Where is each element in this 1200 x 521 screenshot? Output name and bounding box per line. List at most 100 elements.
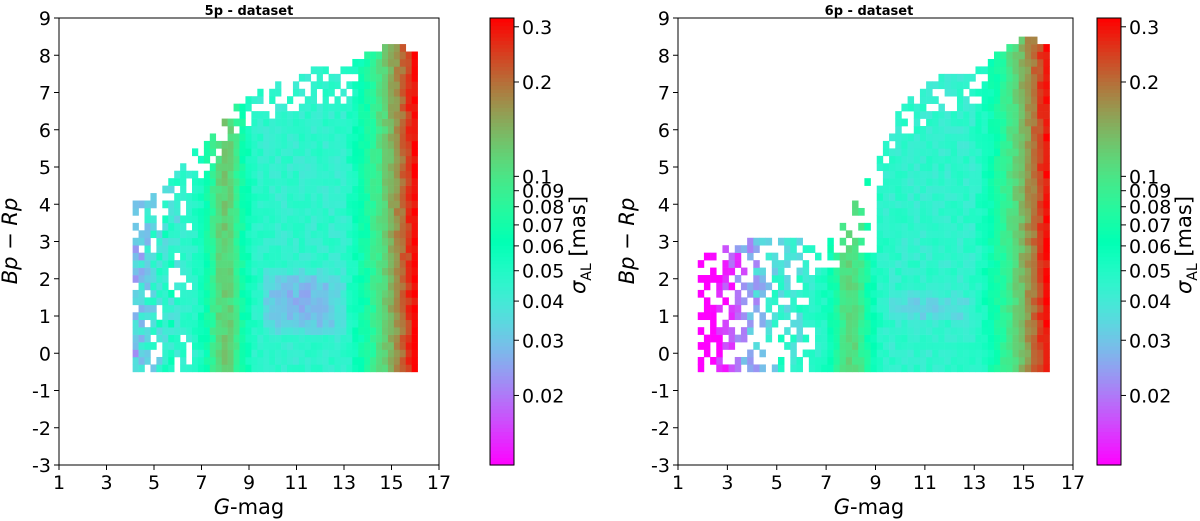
heatmap-cell <box>376 245 383 253</box>
colorbar-segment <box>1097 77 1121 82</box>
heatmap-cell <box>1018 36 1026 45</box>
heatmap-cell <box>215 155 222 164</box>
heatmap-cell <box>907 297 915 306</box>
heatmap-cell <box>150 200 157 209</box>
colorbar-segment <box>1097 126 1121 131</box>
heatmap-cell <box>269 200 276 209</box>
heatmap-cell <box>753 260 760 268</box>
heatmap-cell <box>405 327 412 335</box>
heatmap-cell <box>901 237 908 246</box>
heatmap-cell <box>907 260 915 268</box>
heatmap-cell <box>382 297 389 306</box>
heatmap-cell <box>370 334 377 343</box>
heatmap-cell <box>364 275 371 283</box>
heatmap-cell <box>298 193 306 201</box>
heatmap-cell <box>245 304 252 313</box>
colorbar-segment <box>490 211 514 217</box>
heatmap-cell <box>1012 215 1019 224</box>
heatmap-cell <box>186 319 193 328</box>
heatmap-cell <box>1012 178 1019 186</box>
heatmap-cell <box>697 356 705 365</box>
heatmap-cell <box>144 260 151 268</box>
heatmap-cell <box>263 252 270 261</box>
heatmap-cell <box>833 334 840 343</box>
heatmap-cell <box>352 185 359 194</box>
heatmap-cell <box>987 73 995 82</box>
heatmap-cell <box>1024 312 1032 321</box>
heatmap-cell <box>132 222 139 231</box>
heatmap-cell <box>1006 170 1013 179</box>
heatmap-cell <box>192 207 199 216</box>
heatmap-cell <box>944 342 952 350</box>
heatmap-cell <box>1043 73 1050 82</box>
heatmap-cell <box>1024 364 1032 373</box>
heatmap-cell <box>784 304 791 313</box>
heatmap-cell <box>827 319 834 328</box>
heatmap-cell <box>919 140 927 149</box>
heatmap-cell <box>233 275 240 283</box>
heatmap-cell <box>405 178 412 186</box>
heatmap-cell <box>833 252 840 261</box>
heatmap-cell <box>411 118 418 127</box>
heatmap-cell <box>1006 289 1013 298</box>
heatmap-cell <box>334 193 341 201</box>
heatmap-cell <box>138 364 145 373</box>
heatmap-cell <box>1043 237 1050 246</box>
heatmap-cell <box>298 342 306 350</box>
heatmap-cell <box>399 215 407 224</box>
heatmap-cell <box>387 319 395 328</box>
heatmap-cell <box>156 327 163 335</box>
heatmap-cell <box>777 312 785 321</box>
heatmap-cell <box>150 342 157 350</box>
heatmap-cell <box>876 252 884 261</box>
heatmap-cell <box>1018 44 1026 52</box>
heatmap-cell <box>393 282 401 291</box>
heatmap-cell <box>950 364 958 373</box>
heatmap-cell <box>405 170 412 179</box>
heatmap-cells <box>132 44 418 373</box>
heatmap-cell <box>239 237 246 246</box>
heatmap-cell <box>370 66 377 75</box>
heatmap-cell <box>839 260 847 268</box>
heatmap-cell <box>393 349 401 358</box>
heatmap-cell <box>186 327 193 335</box>
colorbar-segment <box>490 368 514 373</box>
colorbar-segment <box>1097 349 1121 354</box>
heatmap-cell <box>1031 327 1038 335</box>
heatmap-cell <box>352 304 359 313</box>
heatmap-cell <box>352 118 359 127</box>
heatmap-cell <box>1006 356 1013 365</box>
heatmap-cell <box>740 327 748 335</box>
heatmap-cell <box>759 267 766 276</box>
heatmap-cell <box>281 260 288 268</box>
heatmap-cell <box>411 163 418 172</box>
heatmap-cell <box>839 297 847 306</box>
heatmap-cell <box>944 133 952 142</box>
heatmap-cell <box>346 230 353 239</box>
heatmap-cell <box>411 185 418 194</box>
heatmap-cell <box>346 133 353 142</box>
colorbar-segment <box>490 118 514 123</box>
heatmap-cell <box>1037 222 1044 231</box>
heatmap-cell <box>209 349 217 358</box>
heatmap-cell <box>358 66 365 75</box>
heatmap-cell <box>221 275 228 283</box>
heatmap-cell <box>215 267 222 276</box>
heatmap-cell <box>144 297 151 306</box>
heatmap-cell <box>876 230 884 239</box>
heatmap-cell <box>1031 163 1038 172</box>
heatmap-cell <box>722 245 729 253</box>
heatmap-cell <box>1031 342 1038 350</box>
heatmap-cell <box>1018 364 1026 373</box>
heatmap-cell <box>322 334 329 343</box>
colorbar-segment <box>490 111 514 116</box>
heatmap-cell <box>938 155 945 164</box>
heatmap-cell <box>932 319 939 328</box>
heatmap-cell <box>882 215 890 224</box>
heatmap-cell <box>1037 88 1044 97</box>
heatmap-cell <box>950 245 958 253</box>
heatmap-cell <box>411 58 418 67</box>
heatmap-cell <box>901 349 908 358</box>
heatmap-cell <box>919 319 927 328</box>
heatmap-cell <box>376 267 383 276</box>
